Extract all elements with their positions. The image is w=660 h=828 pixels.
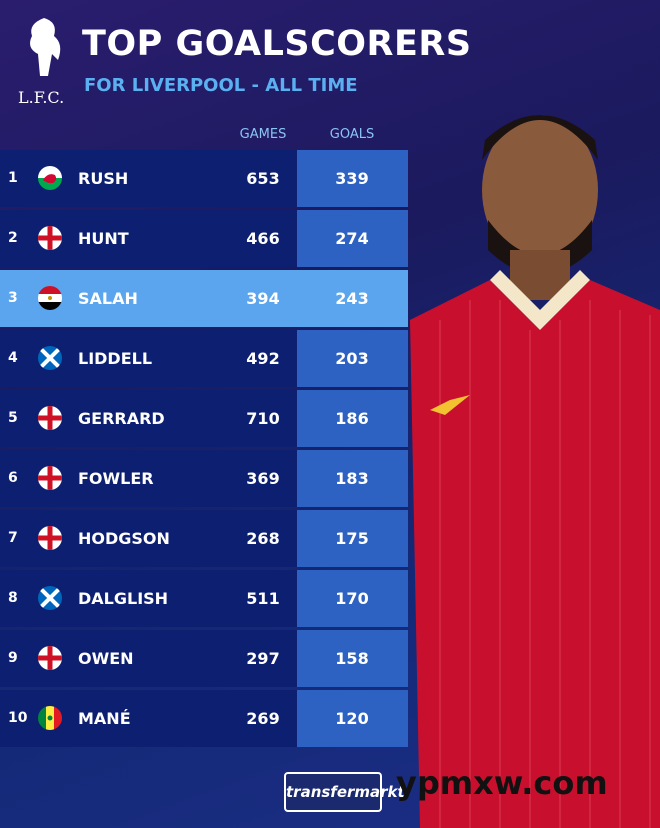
player-name: FOWLER [78, 469, 154, 488]
games: 466 [246, 229, 280, 248]
rank: 1 [8, 170, 18, 186]
rank: 3 [8, 290, 18, 306]
goals-bg [297, 210, 408, 267]
rank: 10 [8, 710, 28, 726]
flag [38, 406, 62, 430]
games: 369 [246, 469, 280, 488]
flag [38, 286, 62, 310]
table-row: 3 SALAH 394 243 [0, 270, 408, 327]
player-name: LIDDELL [78, 349, 153, 368]
goals-bg [297, 690, 408, 747]
goals-bg [297, 330, 408, 387]
club-logo-text: L.F.C. [18, 88, 65, 107]
goals: 183 [335, 469, 369, 488]
brand-logo: transfermarkt [284, 772, 405, 812]
goals: 186 [335, 409, 369, 428]
games: 297 [246, 649, 280, 668]
games: 394 [246, 289, 280, 308]
goals: 274 [335, 229, 369, 248]
games: 492 [246, 349, 280, 368]
table-row: 9 OWEN 297 158 [0, 630, 408, 687]
games: 710 [246, 409, 280, 428]
goals-bg [297, 450, 408, 507]
rank: 4 [8, 350, 18, 366]
watermark: ypmxw.com [396, 764, 608, 802]
goals-bg [297, 570, 408, 627]
player-name: DALGLISH [78, 589, 169, 608]
flag [38, 346, 62, 370]
flag [38, 466, 62, 490]
subtitle: FOR LIVERPOOL - ALL TIME [84, 75, 358, 96]
goals-bg [297, 390, 408, 447]
column-header: GAMES [239, 127, 287, 142]
flag [38, 706, 62, 730]
player-name: SALAH [78, 289, 138, 308]
rank: 7 [8, 530, 18, 546]
goals: 170 [335, 589, 369, 608]
table-row: 1 RUSH 653 339 [0, 150, 408, 207]
goals-bg [297, 150, 408, 207]
table-row: 2 HUNT 466 274 [0, 210, 408, 267]
player-name: HUNT [78, 229, 129, 248]
flag [38, 646, 62, 670]
table-row: 10 MANÉ 269 120 [0, 690, 408, 747]
goals-bg [297, 270, 408, 327]
goals: 158 [335, 649, 369, 668]
player-name: GERRARD [78, 409, 165, 428]
games: 268 [246, 529, 280, 548]
goals: 203 [335, 349, 369, 368]
player-image [410, 115, 660, 828]
games: 269 [246, 709, 280, 728]
player-name: MANÉ [78, 709, 131, 728]
rank: 2 [8, 230, 18, 246]
flag [38, 166, 62, 190]
rank: 6 [8, 470, 18, 486]
games: 653 [246, 169, 280, 188]
table-row: 5 GERRARD 710 186 [0, 390, 408, 447]
goals: 243 [335, 289, 369, 308]
rank: 9 [8, 650, 18, 666]
player-name: HODGSON [78, 529, 170, 548]
table-row: 8 DALGLISH 511 170 [0, 570, 408, 627]
title: TOP GOALSCORERS [82, 24, 472, 64]
table-row: 7 HODGSON 268 175 [0, 510, 408, 567]
rank: 8 [8, 590, 18, 606]
goals: 120 [335, 709, 369, 728]
flag [38, 526, 62, 550]
flag [38, 226, 62, 250]
table-row: 6 FOWLER 369 183 [0, 450, 408, 507]
club-crest [30, 18, 61, 76]
table-row: 4 LIDDELL 492 203 [0, 330, 408, 387]
goals-bg [297, 630, 408, 687]
rank: 5 [8, 410, 18, 426]
player-name: OWEN [78, 649, 134, 668]
games: 511 [246, 589, 280, 608]
column-header: GOALS [329, 127, 375, 142]
goals: 175 [335, 529, 369, 548]
flag [38, 586, 62, 610]
player-name: RUSH [78, 169, 129, 188]
goals: 339 [335, 169, 369, 188]
goals-bg [297, 510, 408, 567]
